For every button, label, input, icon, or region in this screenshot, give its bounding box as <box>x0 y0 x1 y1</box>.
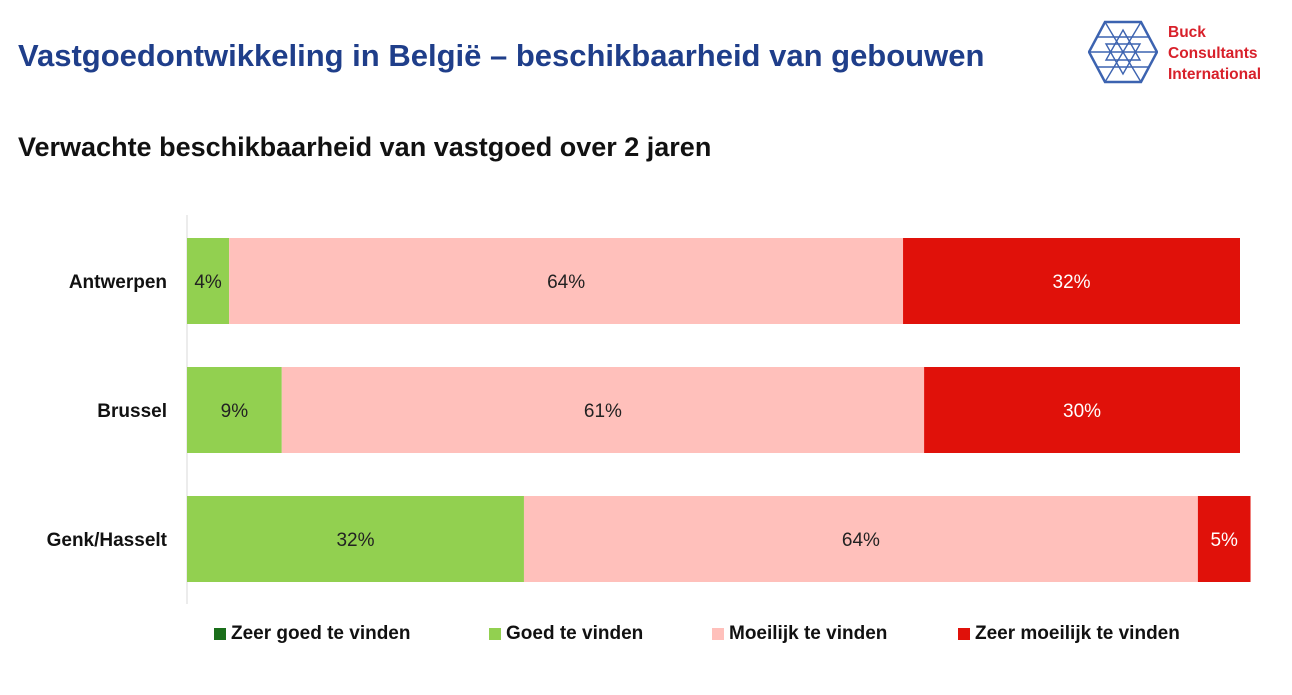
data-label: 32% <box>336 530 374 551</box>
bar-segment <box>187 496 524 582</box>
logo-hexagon-icon <box>1088 20 1158 84</box>
logo-line-1: Buck <box>1168 24 1206 41</box>
bar-segment <box>187 238 230 324</box>
company-logo: Buck Consultants International <box>1088 20 1288 86</box>
stacked-bar-chart: Antwerpen 4% 64% 32% Brussel 9% 61% 30% Genk/Has… <box>47 215 1251 604</box>
category-label: Brussel <box>97 401 167 422</box>
bar-segment <box>187 367 282 453</box>
logo-line-2: Consultants <box>1168 45 1258 62</box>
page-title: Vastgoedontwikkeling in België – beschik… <box>18 38 985 73</box>
legend-swatch <box>214 628 226 640</box>
bar-segment <box>229 238 904 324</box>
legend-swatch <box>712 628 724 640</box>
bar-segment <box>281 367 925 453</box>
logo-line-3: International <box>1168 66 1262 83</box>
data-label: 9% <box>221 401 249 422</box>
data-label: 5% <box>1210 530 1238 551</box>
logo-text: Buck Consultants International <box>1168 22 1261 85</box>
category-label: Antwerpen <box>69 272 167 293</box>
legend-label: Zeer moeilijk te vinden <box>975 623 1180 644</box>
chart-title: Verwachte beschikbaarheid van vastgoed o… <box>18 132 712 162</box>
category-label: Genk/Hasselt <box>47 530 168 551</box>
data-label: 64% <box>547 272 585 293</box>
data-label: 61% <box>584 401 622 422</box>
legend-swatch <box>958 628 970 640</box>
data-label: 4% <box>194 272 222 293</box>
legend-swatch <box>489 628 501 640</box>
bar-segment <box>523 496 1198 582</box>
legend-label: Moeilijk te vinden <box>729 623 888 644</box>
bar-segment <box>924 367 1240 453</box>
bar-segment <box>1197 496 1251 582</box>
bar-segment <box>903 238 1240 324</box>
legend-label: Goed te vinden <box>506 623 644 644</box>
data-label: 32% <box>1053 272 1091 293</box>
data-label: 64% <box>842 530 880 551</box>
legend-label: Zeer goed te vinden <box>231 623 411 644</box>
data-label: 30% <box>1063 401 1101 422</box>
